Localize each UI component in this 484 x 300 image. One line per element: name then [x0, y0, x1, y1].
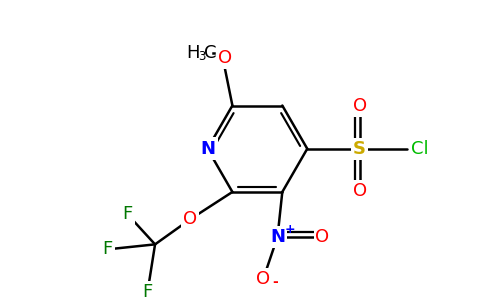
Text: N: N	[200, 140, 215, 158]
Text: O: O	[352, 182, 367, 200]
Text: O: O	[316, 228, 330, 246]
Text: +: +	[285, 223, 295, 236]
Text: Cl: Cl	[411, 140, 428, 158]
Text: C: C	[204, 44, 216, 62]
Text: -: -	[272, 275, 278, 289]
Text: O: O	[183, 210, 197, 228]
Text: N: N	[270, 228, 285, 246]
Text: F: F	[103, 240, 113, 258]
Text: F: F	[142, 283, 152, 300]
Text: O: O	[256, 270, 270, 288]
Text: O: O	[218, 49, 232, 67]
Text: 3: 3	[198, 50, 205, 63]
Text: S: S	[353, 140, 366, 158]
Text: O: O	[352, 97, 367, 115]
Text: F: F	[122, 206, 133, 224]
Text: H: H	[186, 44, 200, 62]
